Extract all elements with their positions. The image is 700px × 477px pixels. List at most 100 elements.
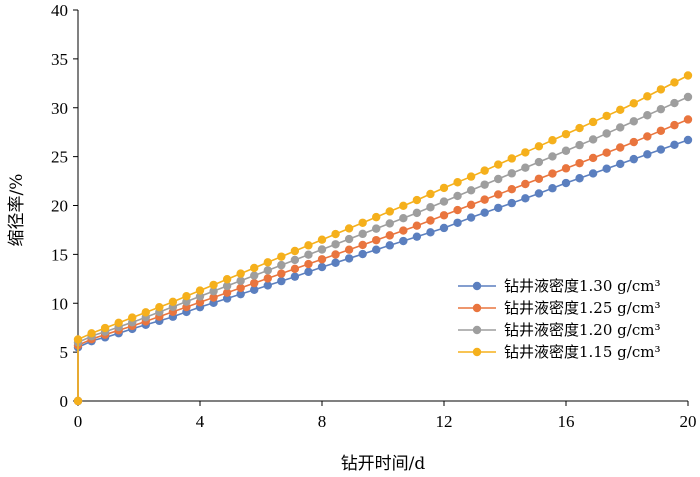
data-point [534,157,544,167]
data-point [480,195,489,204]
y-tick-label: 5 [60,343,69,362]
data-point [263,274,272,283]
legend-swatch-marker [472,281,482,291]
data-point [250,263,259,273]
data-point [426,203,435,212]
data-point [209,280,218,290]
data-point [222,288,232,297]
legend-item: 钻井液密度1.25 g/cm³ [458,299,660,317]
data-point [277,276,286,286]
data-point [439,197,449,206]
data-point [466,186,476,195]
data-point [344,254,354,263]
data-point [344,245,354,254]
data-point [331,258,340,267]
data-point [304,267,313,277]
data-point [683,92,693,102]
data-point [588,117,598,127]
data-point [643,111,652,120]
data-point [494,190,503,199]
data-point [588,135,598,144]
data-point [412,221,422,230]
data-point [399,236,408,246]
legend-swatch-marker [472,347,482,357]
data-point [466,172,476,181]
y-tick-label: 0 [60,392,69,411]
data-point [412,195,422,205]
data-point [521,194,530,203]
legend-label: 钻井液密度1.30 g/cm³ [504,277,660,295]
data-point [358,218,367,227]
data-point [643,132,652,141]
data-point [236,289,245,299]
x-tick-label: 0 [74,412,83,431]
x-axis-title: 钻开时间/d [341,454,426,474]
axes: 0 5 10 15 20 25 30 35 40 0 4 8 12 16 20 [51,1,697,431]
data-point [182,291,191,301]
data-point [385,219,394,228]
data-point [263,258,272,267]
series-layer [73,71,693,406]
data-point [426,216,435,225]
data-point [656,85,666,94]
data-point [480,208,489,217]
legend-swatch-marker [472,303,482,313]
data-point [439,211,449,220]
y-tick-label: 15 [51,245,68,264]
data-point [317,255,327,264]
legend: 钻井液密度1.30 g/cm³ 钻井液密度1.25 g/cm³ 钻井液密度1.20 … [458,277,660,361]
data-point [195,298,205,307]
data-point [412,232,422,241]
data-point [141,308,150,317]
data-point [100,323,110,333]
data-point [643,150,652,159]
data-point [358,240,367,250]
data-point [534,189,544,198]
series-1 [73,135,693,406]
data-point [372,224,381,233]
data-point [317,245,327,254]
data-point [73,335,83,344]
legend-label: 钻井液密度1.25 g/cm³ [504,299,660,317]
data-point [290,264,300,274]
y-tick-label: 35 [51,50,68,69]
data-point [670,78,679,87]
data-point [643,92,652,101]
data-point [358,229,367,239]
series-2 [73,115,693,406]
data-point [372,235,381,245]
data-point [372,245,381,254]
data-point [480,166,489,175]
data-point [507,169,516,178]
data-point [236,269,245,278]
data-point [250,278,259,288]
data-point [399,201,408,211]
data-point [331,250,340,259]
data-point [656,145,666,154]
data-point [548,152,557,161]
data-point [561,146,571,155]
data-point [236,283,245,293]
data-point [561,178,571,188]
x-tick-label: 20 [680,412,697,431]
data-point [222,294,232,303]
data-point [561,164,571,173]
data-point [344,224,354,233]
data-point [128,313,137,322]
data-point [656,126,666,135]
data-point [426,189,435,199]
data-point [534,142,544,151]
data-point [304,259,313,269]
data-point [561,129,571,139]
legend-item: 钻井液密度1.30 g/cm³ [458,277,660,295]
legend-label: 钻井液密度1.15 g/cm³ [504,343,660,361]
data-point [616,123,625,132]
data-point [277,269,286,278]
y-tick-label: 20 [51,197,68,216]
data-point [385,231,394,240]
data-point [426,228,435,237]
data-point [114,318,123,327]
data-point [616,105,625,115]
data-point [73,396,83,406]
data-point [317,262,327,272]
